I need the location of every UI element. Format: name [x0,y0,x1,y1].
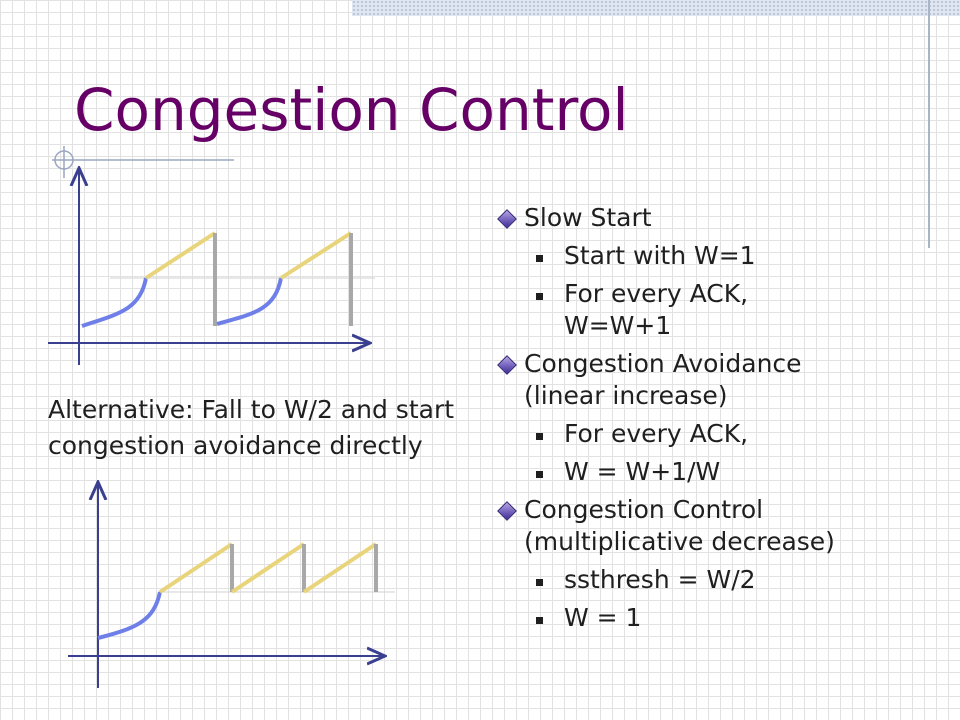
diamond-bullet-icon [497,209,517,229]
bullet-list: Slow Start Start with W=1 For every ACK,… [497,202,938,640]
sub-bullet-text: W = 1 [564,603,642,632]
sub-bullet-text-continued: W=W+1 [564,311,672,340]
linear-increase-line [302,542,378,594]
caption-line: congestion avoidance directly [48,431,423,460]
sub-bullet: W = W+1/W [498,456,938,488]
bullet-heading: Congestion Control [524,495,764,524]
sub-bullet: For every ACK, W=W+1 [498,278,938,342]
diamond-bullet-icon [497,355,517,375]
linear-increase-line [158,542,234,594]
sub-bullet-text: ssthresh = W/2 [564,565,756,594]
square-bullet-icon [536,471,543,478]
fast-recovery-sawtooth-diagram [68,474,395,688]
square-bullet-icon [536,255,543,262]
square-bullet-icon [536,433,543,440]
bullet-heading-continued: (multiplicative decrease) [524,527,835,556]
bullet-congestion-control: Congestion Control (multiplicative decre… [497,494,938,558]
linear-increase-line [144,231,217,280]
slow-start-sawtooth-diagram [48,160,375,365]
square-bullet-icon [536,617,543,624]
caption-line: Alternative: Fall to W/2 and start [48,395,455,424]
sub-bullet: Start with W=1 [498,240,938,272]
slide-title: Congestion Control [74,76,629,144]
exponential-growth-curve [97,591,162,640]
bullet-heading: Slow Start [524,203,652,232]
sub-bullet-text: Start with W=1 [564,241,756,270]
sub-bullet: W = 1 [498,602,938,634]
top-decorative-band [352,0,960,16]
exponential-growth-curve [81,277,148,328]
bullet-heading: Congestion Avoidance [524,349,802,378]
diamond-bullet-icon [497,501,517,521]
bullet-slow-start: Slow Start [497,202,938,234]
sub-bullet-text: For every ACK, [564,279,749,308]
sub-bullet-text: W = W+1/W [564,457,721,486]
bullet-congestion-avoidance: Congestion Avoidance (linear increase) [497,348,938,412]
sub-bullet: For every ACK, [498,418,938,450]
sub-bullet: ssthresh = W/2 [498,564,938,596]
crosshair-ornament-icon [52,146,234,178]
sub-bullet-text: For every ACK, [564,419,749,448]
square-bullet-icon [536,579,543,586]
right-decorative-rule [928,0,930,248]
square-bullet-icon [536,293,543,300]
linear-increase-line [230,542,306,594]
linear-increase-line [279,231,353,280]
exponential-growth-curve [216,277,283,326]
alternative-caption: Alternative: Fall to W/2 and start conge… [48,392,528,464]
bullet-heading-continued: (linear increase) [524,381,728,410]
